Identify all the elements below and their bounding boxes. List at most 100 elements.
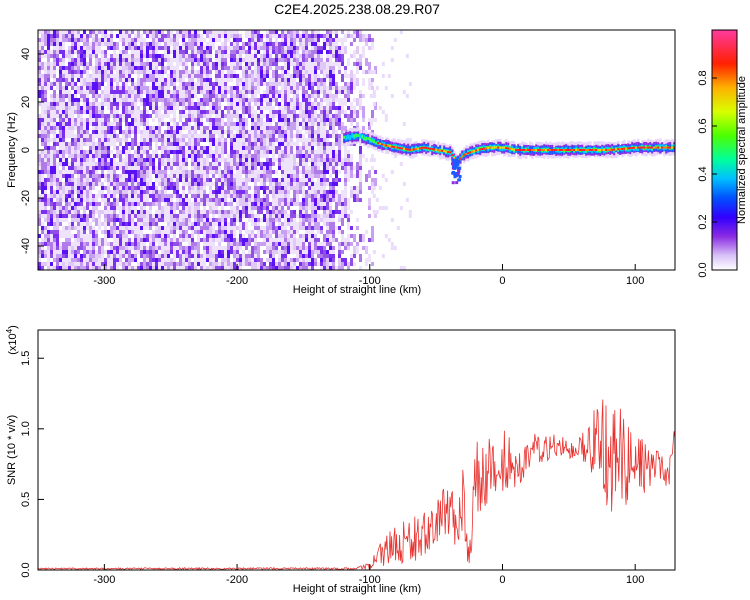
spectrogram-cell (41, 54, 44, 58)
spectrogram-cell (125, 126, 128, 130)
spectrogram-cell (56, 46, 59, 50)
spectrogram-cell (281, 174, 284, 178)
spectrogram-cell (275, 130, 278, 134)
spectrogram-cell (257, 114, 260, 118)
spectrogram-cell (113, 66, 116, 70)
spectrogram-cell (167, 174, 170, 178)
spectrogram-cell (221, 174, 224, 178)
spectrogram-cell (92, 266, 95, 270)
spectrogram-cell (221, 58, 224, 62)
spectrogram-cell (326, 142, 329, 146)
spectrogram-cell (224, 106, 227, 110)
spectrogram-cell (44, 34, 47, 42)
spectrogram-cell (188, 142, 191, 146)
spectrogram-cell (236, 86, 239, 90)
spectrogram-cell (242, 170, 245, 174)
spectrogram-cell (188, 122, 191, 126)
spectrogram-cell (248, 162, 251, 166)
spectrogram-cell (47, 178, 50, 182)
spectrogram-cell (74, 154, 77, 158)
spectrogram-cell (143, 114, 146, 118)
spectrogram-cell (227, 38, 230, 42)
spectrogram-cell (239, 202, 242, 206)
spectrogram-cell (290, 138, 293, 142)
spectrogram-cell (185, 106, 188, 110)
spectrogram-cell (245, 202, 248, 206)
spectrogram-cell (149, 158, 152, 166)
spectrogram-cell (44, 66, 47, 70)
spectrogram-cell (263, 122, 266, 130)
spectrogram-cell (212, 106, 215, 110)
spectrogram-cell (236, 110, 239, 114)
spectrogram-cell (44, 234, 47, 238)
spectrogram-cell (53, 74, 56, 78)
spectrogram-cell (230, 34, 233, 38)
spectrogram-cell (218, 250, 221, 258)
spectrogram-cell (305, 190, 308, 194)
spectrogram-cell (56, 254, 59, 258)
spectrogram-cell (113, 194, 116, 198)
spectrogram-cell (314, 70, 317, 74)
spectrogram-cell (167, 138, 170, 142)
spectrogram-cell (263, 82, 266, 86)
spectrogram-cell (260, 70, 263, 78)
spectrogram-cell (269, 214, 272, 218)
spectrogram-cell (65, 66, 68, 70)
spectrogram-cell (80, 106, 83, 110)
spectrogram-cell (53, 106, 56, 110)
spectrogram-cell (209, 154, 212, 158)
spectrogram-cell (59, 78, 62, 82)
spectrogram-cell (206, 210, 209, 218)
spectrogram-cell (197, 258, 200, 262)
spectrogram-cell (194, 178, 197, 182)
spectrogram-cell (209, 190, 212, 198)
spectrogram-cell (104, 134, 107, 138)
spectrogram-cell (227, 174, 230, 178)
spectrogram-cell (302, 190, 305, 194)
spectrogram-cell (251, 210, 254, 214)
spectrogram-cell (53, 202, 56, 206)
spectrogram-cell (248, 142, 251, 146)
spectrogram-cell (266, 226, 269, 230)
spectrogram-cell (92, 126, 95, 130)
spectrogram-cell (293, 142, 296, 146)
spectrogram-cell (305, 170, 308, 174)
spectrogram-cell (98, 258, 101, 262)
spectrogram-cell (287, 34, 290, 38)
spectrogram-cell (83, 214, 86, 218)
spectrogram-cell (260, 218, 263, 222)
spectrogram-cell (317, 202, 320, 206)
spectrogram-cell (167, 114, 170, 118)
spectrogram-cell (41, 158, 44, 166)
spectrogram-cell (164, 234, 167, 238)
spectrogram-cell (59, 62, 62, 66)
spectrogram-cell (143, 170, 146, 174)
spectrogram-cell (209, 46, 212, 50)
spectrogram-cell (245, 106, 248, 114)
spectrogram-cell (170, 58, 173, 66)
spectrogram-cell (203, 74, 206, 78)
spectrogram-cell (71, 106, 74, 110)
spectrogram-cell (98, 82, 101, 86)
spectrogram-cell (98, 158, 101, 162)
spectrogram-cell (326, 218, 329, 222)
spectrogram-cell (50, 198, 53, 202)
spectrogram-cell (305, 214, 308, 218)
spectrogram-cell (293, 234, 296, 238)
spectrogram-cell (323, 234, 326, 242)
spectrogram-cell (203, 138, 206, 142)
spectrogram-cell (344, 70, 347, 78)
spectrogram-cell (212, 222, 215, 226)
spectrogram-cell (200, 266, 203, 270)
spectrogram-cell (251, 166, 254, 170)
spectrogram-cell (131, 54, 134, 58)
spectrogram-cell (311, 86, 314, 94)
spectrogram-cell (275, 98, 278, 106)
spectrogram-cell (275, 178, 278, 182)
spectrogram-cell (290, 30, 293, 38)
spectrogram-cell (284, 182, 287, 186)
spectrogram-cell (320, 90, 323, 94)
spectrogram-cell (242, 58, 245, 62)
spectrogram-cell (131, 30, 134, 34)
spectrogram-cell (215, 230, 218, 234)
